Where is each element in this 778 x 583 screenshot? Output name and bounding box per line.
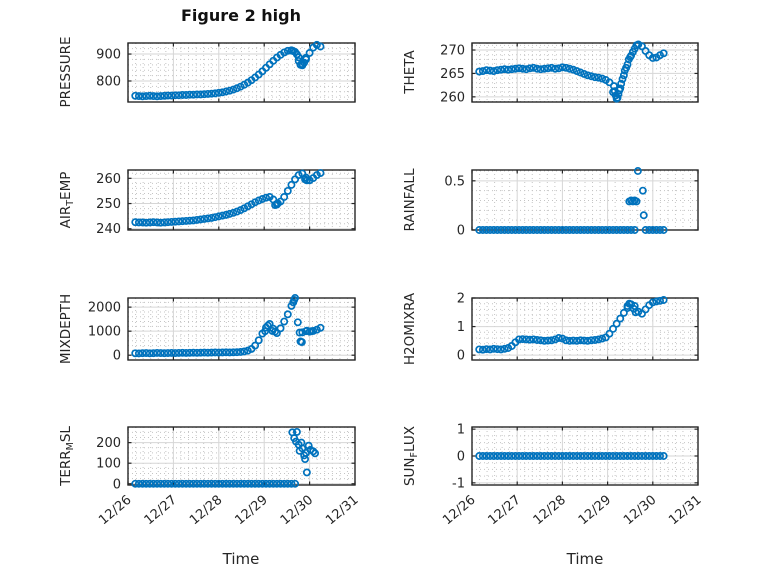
xtick-label: 12/31	[666, 493, 704, 529]
ylabel-text: SUN	[402, 457, 418, 487]
ytick-label: 2000	[88, 301, 121, 316]
data-markers	[131, 40, 325, 101]
ytick-label: 260	[440, 90, 465, 105]
ytick-label: 1000	[88, 325, 121, 340]
ytick-label: 900	[96, 48, 121, 63]
data-markers	[131, 294, 325, 358]
ylabel-text: TERR	[58, 450, 74, 486]
ylabel-subscript: F	[409, 451, 420, 458]
ylabel-subscript: T	[65, 199, 76, 206]
data-markers	[475, 167, 668, 234]
ylabel-terr-msl: TERRMSL	[57, 376, 76, 536]
ytick-label: 200	[96, 436, 121, 451]
subplot-air_temp: 240 250 260	[96, 169, 356, 237]
data-markers	[131, 169, 325, 227]
figure-title: Figure 2 high	[181, 6, 301, 25]
xlabel-time-left: Time	[222, 550, 260, 568]
ytick-label: 0	[113, 349, 121, 364]
ytick-label: 0	[113, 477, 121, 492]
xtick-label: 12/27	[142, 493, 180, 529]
ytick-label: 1	[457, 423, 465, 438]
xtick-label: 12/30	[621, 493, 659, 529]
ytick-label: 0	[457, 349, 465, 364]
ylabel-text: H2OMIXRA	[402, 292, 418, 366]
ytick-label: 250	[96, 197, 121, 212]
ytick-label: 240	[96, 222, 121, 237]
subplot-sun_flux: -1 0 1 12/26 12/27 12/28 12/29 12/30 12/31	[440, 423, 704, 529]
ylabel-text: AIR	[58, 205, 74, 229]
xtick-label: 12/31	[323, 493, 361, 529]
data-markers	[475, 296, 668, 354]
xtick-label: 12/26	[440, 493, 478, 529]
data-markers	[131, 427, 319, 488]
subplot-theta: 260 265 270	[440, 40, 699, 105]
ytick-label: 260	[96, 172, 121, 187]
xlabel-time-right: Time	[566, 550, 604, 568]
ylabel-text: MIXDEPTH	[58, 293, 74, 365]
subplot-mixdepth: 0 1000 2000	[88, 294, 356, 364]
ytick-label: 265	[440, 67, 465, 82]
ylabel-text: LUX	[402, 426, 418, 452]
ytick-label: 2	[457, 292, 465, 307]
ylabel-text: RAINFALL	[402, 168, 418, 232]
ytick-label: 0	[457, 224, 465, 239]
xtick-label: 12/28	[531, 493, 569, 529]
ytick-label: 100	[96, 457, 121, 472]
ytick-label: 270	[440, 44, 465, 59]
ylabel-text: PRESSURE	[58, 36, 74, 108]
ytick-label: 1	[457, 320, 465, 335]
xtick-label: 12/28	[187, 493, 225, 529]
ylabel-text: SL	[58, 426, 74, 443]
ytick-label: -1	[452, 476, 465, 491]
ytick-label: 800	[96, 74, 121, 89]
xtick-label: 12/29	[576, 493, 614, 529]
ylabel-text: THETA	[402, 50, 418, 94]
data-markers	[475, 40, 668, 103]
ytick-label: 0	[457, 450, 465, 465]
subplot-rainfall: 00.5	[444, 167, 699, 239]
subplot-h2omixra: 0 1 2	[457, 292, 699, 364]
ylabel-sun-flux: SUNFLUX	[401, 376, 420, 536]
xtick-label: 12/29	[232, 493, 270, 529]
ylabel-subscript: M	[65, 442, 76, 451]
ylabel-text: EMP	[58, 171, 74, 200]
data-markers	[475, 452, 668, 460]
xtick-label: 12/27	[485, 493, 523, 529]
xtick-label: 12/26	[96, 493, 134, 529]
subplot-pressure: 800 900	[96, 40, 356, 103]
xtick-label: 12/30	[278, 493, 316, 529]
subplot-terr_msl: 0 100 200 12/26 12/27 12/28 12/29 12/30 12/31	[96, 426, 362, 529]
ytick-label: 0.5	[444, 174, 465, 189]
